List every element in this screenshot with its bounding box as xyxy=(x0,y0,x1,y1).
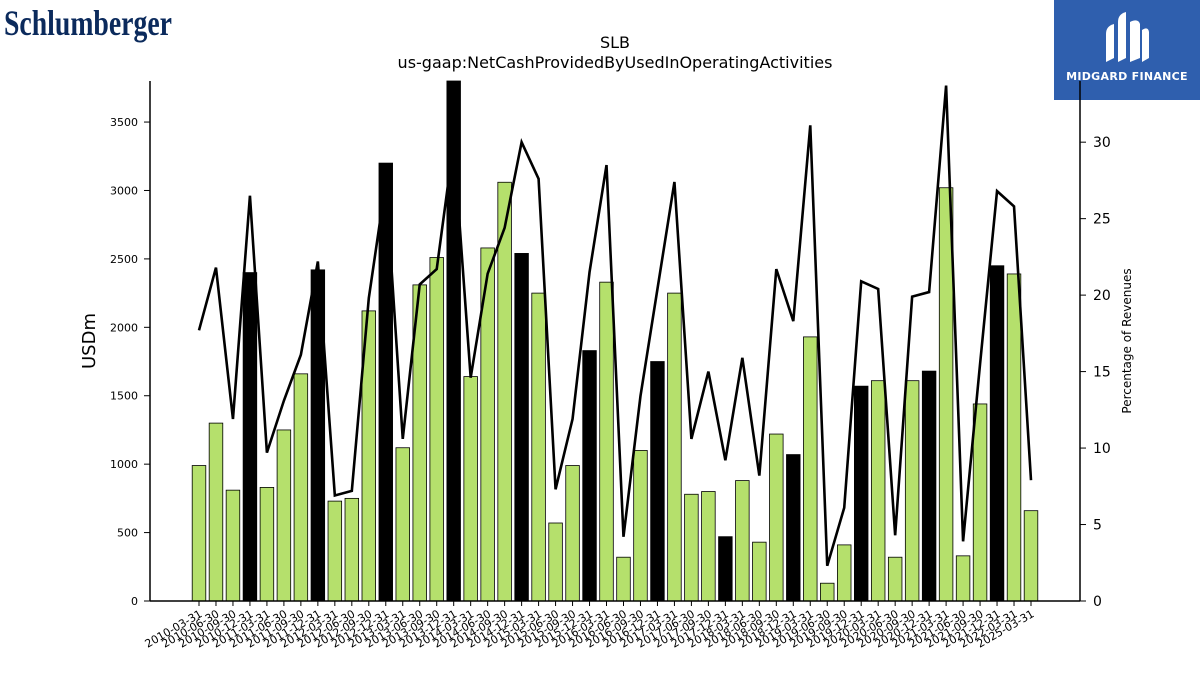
y-tick-label: 2500 xyxy=(110,253,138,266)
y2-tick-label: 20 xyxy=(1093,288,1111,304)
bar-2012-06-30 xyxy=(344,497,360,602)
svg-text:Schlumberger: Schlumberger xyxy=(4,3,172,43)
bar-2014-12-31 xyxy=(514,253,529,602)
y2-axis-label: Percentage of Revenues xyxy=(1120,268,1134,413)
bar-2016-09-30 xyxy=(633,450,648,602)
bar-2018-06-30 xyxy=(752,541,767,602)
bar-2012-12-31 xyxy=(378,162,393,602)
y-tick-label: 3000 xyxy=(110,184,138,197)
bar-2011-06-30 xyxy=(276,429,292,602)
y-tick-label: 1000 xyxy=(110,458,138,471)
bar-2016-06-30 xyxy=(616,556,631,602)
y-axis-right: 0 5 10 15 20 25 30 xyxy=(1080,135,1111,610)
bar-2018-09-30 xyxy=(769,433,784,602)
bar-2020-06-30 xyxy=(887,556,903,602)
bar-2016-03-31 xyxy=(599,281,614,602)
y2-tick-label: 5 xyxy=(1093,518,1102,534)
bar-2019-12-31 xyxy=(854,385,869,602)
bar-2020-09-30 xyxy=(904,380,920,602)
bar-2017-09-30 xyxy=(701,491,716,602)
midgard-emblem-icon xyxy=(1106,12,1149,62)
bar-2011-09-30 xyxy=(293,373,309,602)
bar-2017-12-31 xyxy=(718,536,733,602)
y2-tick-label: 15 xyxy=(1093,365,1111,381)
bar-2021-06-30 xyxy=(955,555,971,602)
y2-tick-label: 30 xyxy=(1093,135,1111,151)
bar-2011-03-31 xyxy=(259,487,275,602)
bar-2010-06-30 xyxy=(208,422,224,602)
y-tick-label: 2000 xyxy=(110,321,138,334)
bar-2019-03-31 xyxy=(803,336,818,602)
chart-subtitle: us-gaap:NetCashProvidedByUsedInOperating… xyxy=(398,53,833,72)
y-axis-left: 0 500 1000 1500 2000 2500 3000 3500 xyxy=(110,116,150,608)
bar-2022-03-31 xyxy=(1006,273,1022,602)
bar-2013-09-30 xyxy=(429,257,444,602)
bar-2017-06-30 xyxy=(684,493,699,602)
bar-2017-03-31 xyxy=(667,292,682,602)
bar-2018-03-31 xyxy=(735,480,750,602)
bar-2010-03-31 xyxy=(191,465,207,602)
bar-2016-12-31 xyxy=(650,361,665,602)
bar-2010-09-30 xyxy=(225,489,241,602)
bar-2020-03-31 xyxy=(870,380,886,602)
y-tick-label: 0 xyxy=(131,595,138,608)
bar-2015-12-31 xyxy=(582,350,597,602)
bar-series xyxy=(191,80,1039,602)
company-logo-text: Schlumberger xyxy=(4,3,172,43)
schlumberger-logo: Schlumberger xyxy=(4,2,176,46)
bar-2022-06-30 xyxy=(1023,510,1039,602)
bar-2015-06-30 xyxy=(548,522,563,602)
bar-2020-12-31 xyxy=(921,370,937,602)
bar-2014-03-31 xyxy=(463,376,478,602)
y-axis-label: USDm xyxy=(79,313,100,369)
y-tick-label: 1500 xyxy=(110,390,138,403)
bar-2021-09-30 xyxy=(972,403,988,602)
bar-2019-09-30 xyxy=(837,544,852,602)
bar-2021-12-31 xyxy=(989,265,1005,602)
midgard-finance-logo: MIDGARD FINANCE xyxy=(1054,0,1200,100)
bar-2019-06-30 xyxy=(820,582,835,602)
chart-title: SLB xyxy=(600,33,630,52)
y2-tick-label: 25 xyxy=(1093,212,1111,228)
publisher-name: MIDGARD FINANCE xyxy=(1066,70,1188,83)
bar-2015-09-30 xyxy=(565,465,580,602)
bar-2018-12-31 xyxy=(786,454,801,602)
bar-2014-09-30 xyxy=(497,181,512,602)
y-tick-label: 500 xyxy=(117,527,138,540)
bar-2015-03-31 xyxy=(531,292,546,602)
y-tick-label: 3500 xyxy=(110,116,138,129)
x-axis: 2010-03-312010-06-302010-09-302010-12-31… xyxy=(143,601,1037,651)
y2-tick-label: 10 xyxy=(1093,441,1111,457)
y2-tick-label: 0 xyxy=(1093,594,1102,610)
bar-2012-03-31 xyxy=(327,500,343,602)
percentage-of-revenues-line xyxy=(197,85,1033,567)
bar-2010-12-31 xyxy=(242,272,258,602)
bar-2021-03-31 xyxy=(938,187,954,602)
line-series xyxy=(197,85,1033,567)
plot-frame xyxy=(149,81,1081,602)
bar-2013-03-31 xyxy=(395,447,410,602)
